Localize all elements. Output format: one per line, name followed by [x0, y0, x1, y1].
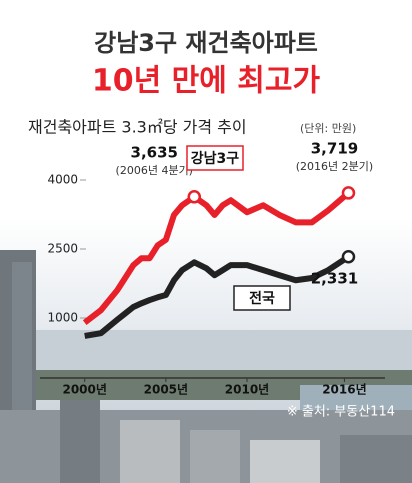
- legend-label: 강남3구: [191, 150, 240, 167]
- axis-label: 재건축아파트 3.3㎡당 가격 추이: [28, 118, 247, 137]
- x-tick-label: 2010년: [225, 383, 269, 397]
- x-tick-label: 2005년: [144, 383, 188, 397]
- chart: 강남3구 재건축아파트 10년 만에 최고가 재건축아파트 3.3㎡당 가격 추…: [0, 0, 412, 483]
- data-label: 3,635: [131, 143, 178, 161]
- y-tick-label: 4000: [47, 173, 78, 187]
- y-tick-label: 2500: [47, 242, 78, 256]
- data-label: 3,719: [311, 139, 358, 157]
- x-tick-label: 2016년: [322, 383, 366, 397]
- y-tick-label: 1000: [47, 311, 78, 325]
- point-marker: [343, 251, 354, 262]
- data-note: (2016년 2분기): [296, 160, 373, 173]
- source: ※ 출처: 부동산114: [287, 405, 395, 420]
- legend-label: 전국: [249, 290, 275, 307]
- point-marker: [343, 187, 354, 198]
- chart-title: 강남3구 재건축아파트: [94, 29, 318, 57]
- chart-subtitle: 10년 만에 최고가: [92, 64, 321, 99]
- data-note: (2006년 4분기): [116, 164, 193, 177]
- unit-label: (단위: 만원): [300, 122, 356, 135]
- x-tick-label: 2000년: [62, 383, 106, 397]
- point-marker: [189, 191, 200, 202]
- data-label: 2,331: [311, 269, 358, 287]
